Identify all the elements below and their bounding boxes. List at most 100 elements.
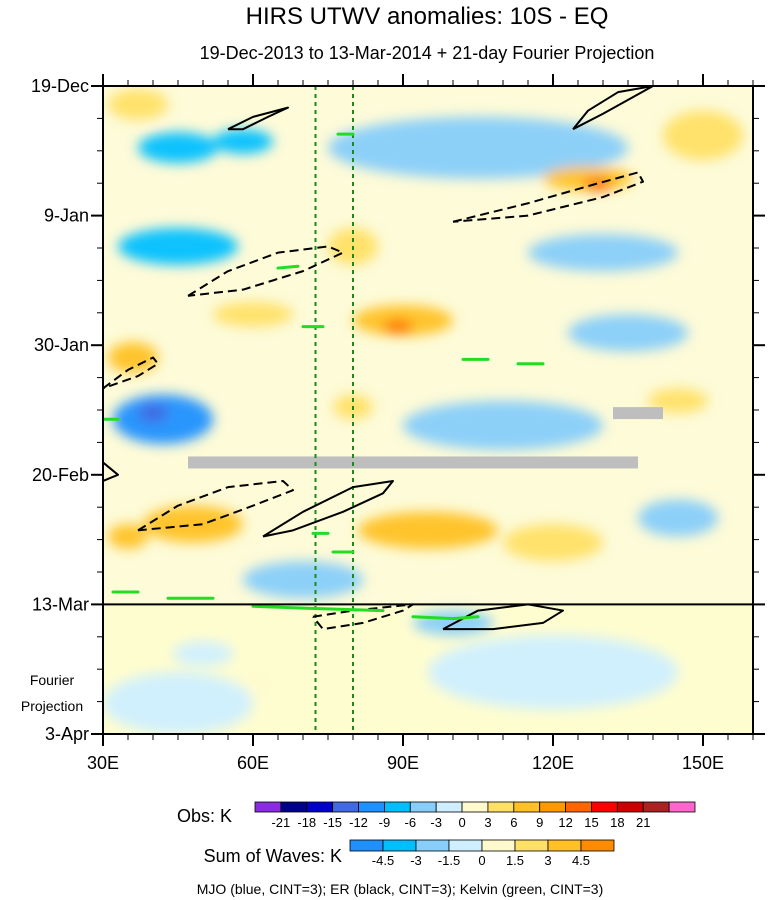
er-contour-2 (452, 171, 644, 223)
x-tick-label-2: 90E (387, 753, 419, 773)
er-contour-6 (262, 479, 394, 538)
obs-swatch-15 (642, 801, 670, 813)
projection-label-line2: Projection (21, 698, 83, 714)
waves-swatch-0 (349, 839, 384, 852)
er-contour-3 (187, 245, 344, 297)
anomaly-blob-21 (108, 524, 148, 549)
obs-swatch-7 (435, 801, 463, 813)
obs-level-7: 0 (458, 815, 465, 830)
obs-swatch-6 (409, 801, 437, 813)
anomaly-blob-12 (108, 342, 158, 373)
obs-swatch-12 (565, 801, 592, 813)
waves-swatch-7 (580, 839, 615, 852)
er-contour-1 (572, 86, 654, 131)
waves-swatch-2 (415, 839, 450, 852)
waves-level-6: 4.5 (572, 853, 590, 868)
waves-swatch-6 (547, 839, 582, 852)
obs-swatch-2 (306, 801, 334, 813)
anomaly-blob-0 (108, 89, 168, 120)
obs-level-10: 9 (536, 815, 543, 830)
obs-swatch-5 (384, 801, 411, 813)
y-tick-label-2: 30-Jan (34, 335, 89, 355)
waves-level-2: -1.5 (438, 853, 460, 868)
obs-swatch-0 (254, 801, 282, 813)
missing-bar-1 (613, 407, 663, 420)
obs-level-1: -18 (297, 815, 316, 830)
y-tick-label-4: 13-Mar (32, 594, 89, 614)
x-tick-label-0: 30E (87, 753, 119, 773)
waves-swatch-1 (382, 839, 417, 852)
anomaly-blob-3 (328, 116, 628, 179)
contour-caption: MJO (blue, CINT=3); ER (black, CINT=3); … (197, 881, 604, 897)
obs-swatch-4 (358, 801, 385, 813)
obs-colorbar: -21 -18 -15 -12 -9 -6 -3 0 3 6 9 12 15 18 21 (254, 801, 696, 830)
obs-swatch-3 (332, 801, 359, 813)
obs-swatch-1 (280, 801, 308, 813)
waves-swatch-4 (481, 839, 516, 852)
missing-data-bars (188, 407, 663, 469)
y-tick-label-1: 9-Jan (44, 206, 89, 226)
y-tick-label-3: 20-Feb (32, 465, 89, 485)
er-contour-7 (312, 603, 414, 631)
obs-swatch-10 (513, 801, 541, 813)
waves-colorbar: -4.5 -3 -1.5 0 1.5 3 4.5 (349, 839, 615, 868)
y-tick-label-0: 19-Dec (31, 76, 89, 96)
obs-level-12: 15 (584, 815, 598, 830)
obs-level-2: -15 (323, 815, 342, 830)
x-tick-label-1: 60E (237, 753, 269, 773)
obs-swatch-16 (668, 801, 696, 813)
anomaly-blob-29 (103, 672, 253, 734)
anomaly-blob-10 (353, 305, 453, 336)
waves-level-3: 0 (478, 853, 485, 868)
anomaly-blob-28 (238, 677, 268, 693)
obs-level-14: 21 (636, 815, 650, 830)
obs-swatch-8 (461, 801, 489, 813)
y-axis: 19-Dec 9-Jan 30-Jan 20-Feb 13-Mar 3-Apr (31, 76, 765, 744)
obs-level-0: -21 (271, 815, 290, 830)
reference-lines (314, 86, 354, 734)
er-contour-0 (227, 106, 289, 131)
anomaly-blob-7 (118, 227, 238, 265)
x-tick-label-3: 120E (532, 753, 574, 773)
waves-level-0: -4.5 (372, 853, 394, 868)
anomaly-shading (103, 89, 743, 734)
waves-swatch-3 (448, 839, 483, 852)
waves-swatch-5 (514, 839, 549, 852)
anomaly-blob-22 (358, 511, 498, 549)
anomaly-blob-2 (213, 129, 273, 154)
anomaly-blob-18 (648, 388, 708, 414)
waves-level-4: 1.5 (506, 853, 524, 868)
obs-swatch-14 (616, 801, 644, 813)
chart-title: HIRS UTWV anomalies: 10S - EQ (246, 3, 609, 30)
anomaly-blob-13 (213, 302, 293, 327)
anomaly-blob-27 (173, 641, 233, 667)
obs-level-4: -9 (379, 815, 391, 830)
er-contour-9 (103, 461, 119, 482)
anomaly-blob-20 (143, 505, 243, 543)
obs-legend-label: Obs: K (177, 806, 232, 826)
obs-level-3: -12 (349, 815, 368, 830)
obs-level-11: 12 (558, 815, 572, 830)
kelvin-contour-11 (411, 615, 480, 621)
anomaly-blob-25 (638, 499, 718, 537)
obs-level-9: 6 (510, 815, 517, 830)
obs-level-6: -3 (430, 815, 442, 830)
missing-bar-0 (188, 456, 638, 469)
anomaly-blob-6 (663, 110, 743, 161)
anomaly-blob-19 (403, 400, 603, 451)
anomaly-blob-1 (138, 132, 218, 164)
er-contours (103, 86, 654, 631)
er-contour-5 (137, 479, 294, 532)
anomaly-blob-9 (528, 234, 678, 272)
kelvin-contours (103, 132, 545, 621)
obs-swatch-13 (591, 801, 618, 813)
obs-swatch-9 (487, 801, 515, 813)
obs-level-5: -6 (405, 815, 417, 830)
plot-area (103, 86, 753, 734)
anomaly-blob-11 (383, 320, 413, 333)
waves-level-1: -3 (410, 853, 422, 868)
x-tick-label-4: 150E (682, 753, 724, 773)
kelvin-contour-1 (276, 264, 300, 270)
waves-legend-label: Sum of Waves: K (204, 846, 342, 866)
